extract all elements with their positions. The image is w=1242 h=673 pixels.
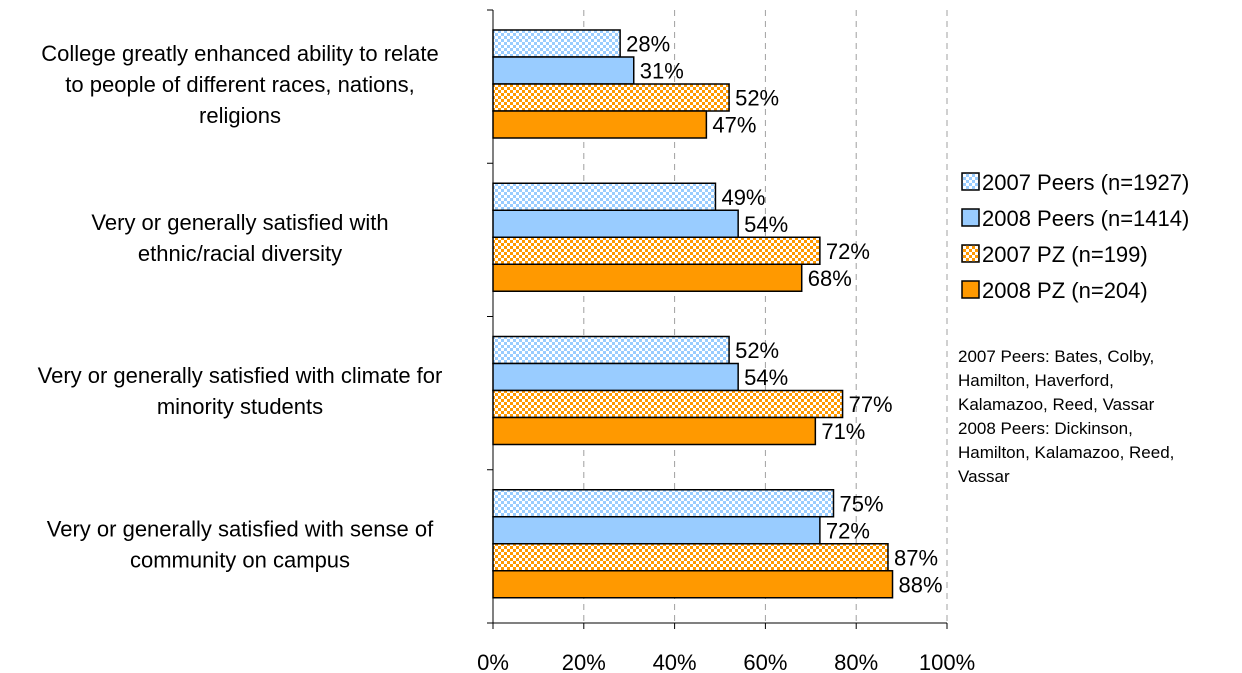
bar xyxy=(492,182,717,211)
bar xyxy=(492,543,889,572)
note-2008-peers: 2008 Peers: Dickinson, Hamilton, Kalamaz… xyxy=(958,419,1175,486)
bar xyxy=(492,362,739,392)
x-tick-label: 40% xyxy=(653,650,697,673)
data-label: 75% xyxy=(840,491,884,516)
bar xyxy=(492,570,894,599)
bar xyxy=(492,110,708,139)
legend-swatch xyxy=(961,280,980,299)
bar xyxy=(492,29,621,58)
data-label: 28% xyxy=(626,32,670,57)
legend-label: 2007 Peers (n=1927) xyxy=(982,170,1189,195)
data-label: 68% xyxy=(808,266,852,291)
data-label: 72% xyxy=(826,239,870,264)
legend-swatch xyxy=(961,244,980,263)
data-label: 49% xyxy=(721,185,765,210)
x-tick-label: 0% xyxy=(477,650,509,673)
legend-label: 2008 Peers (n=1414) xyxy=(982,206,1189,231)
legend-item: 2007 PZ (n=199) xyxy=(961,242,1148,267)
bar xyxy=(492,416,817,446)
data-label: 88% xyxy=(899,572,943,597)
category-label: Very or generally satisfied with ethnic/r… xyxy=(91,210,388,266)
data-label: 77% xyxy=(849,392,893,417)
data-label: 52% xyxy=(735,338,779,363)
legend-item: 2008 Peers (n=1414) xyxy=(961,206,1189,231)
legend-item: 2007 Peers (n=1927) xyxy=(961,170,1189,195)
bar xyxy=(492,389,844,419)
data-label: 54% xyxy=(744,212,788,237)
x-tick-label: 20% xyxy=(562,650,606,673)
bar xyxy=(492,83,730,112)
legend-label: 2008 PZ (n=204) xyxy=(982,278,1148,303)
labels: 0% 20% 40% 60% 80% 100%28%31%52%47%College gr… xyxy=(38,32,976,673)
category-label: College greatly enhanced ability to rela… xyxy=(41,41,438,128)
x-tick-label: 80% xyxy=(834,650,878,673)
x-tick-label: 60% xyxy=(743,650,787,673)
legend: 2007 Peers (n=1927) 2008 Peers (n=1414) 20… xyxy=(961,170,1189,303)
bar xyxy=(492,335,730,365)
axes xyxy=(487,9,948,629)
bar xyxy=(492,56,635,85)
x-tick-label: 100% xyxy=(919,650,975,673)
data-label: 87% xyxy=(894,545,938,570)
category-label: Very or generally satisfied with climate… xyxy=(38,363,443,419)
data-label: 31% xyxy=(640,59,684,84)
data-label: 54% xyxy=(744,365,788,390)
bar xyxy=(492,263,803,292)
legend-swatch xyxy=(961,208,980,227)
note-2007-peers: 2007 Peers: Bates, Colby, Hamilton, Have… xyxy=(958,347,1155,414)
data-label: 52% xyxy=(735,86,779,111)
data-label: 72% xyxy=(826,518,870,543)
bar xyxy=(492,209,739,238)
bar xyxy=(492,489,835,518)
category-label: Very or generally satisfied with sense o… xyxy=(47,516,434,572)
bars xyxy=(492,29,894,599)
data-label: 71% xyxy=(821,419,865,444)
bar xyxy=(492,236,821,265)
peer-notes: 2007 Peers: Bates, Colby, Hamilton, Have… xyxy=(958,345,1242,489)
legend-item: 2008 PZ (n=204) xyxy=(961,278,1148,303)
bar xyxy=(492,516,821,545)
data-label: 47% xyxy=(712,113,756,138)
legend-swatch xyxy=(961,172,980,191)
legend-label: 2007 PZ (n=199) xyxy=(982,242,1148,267)
